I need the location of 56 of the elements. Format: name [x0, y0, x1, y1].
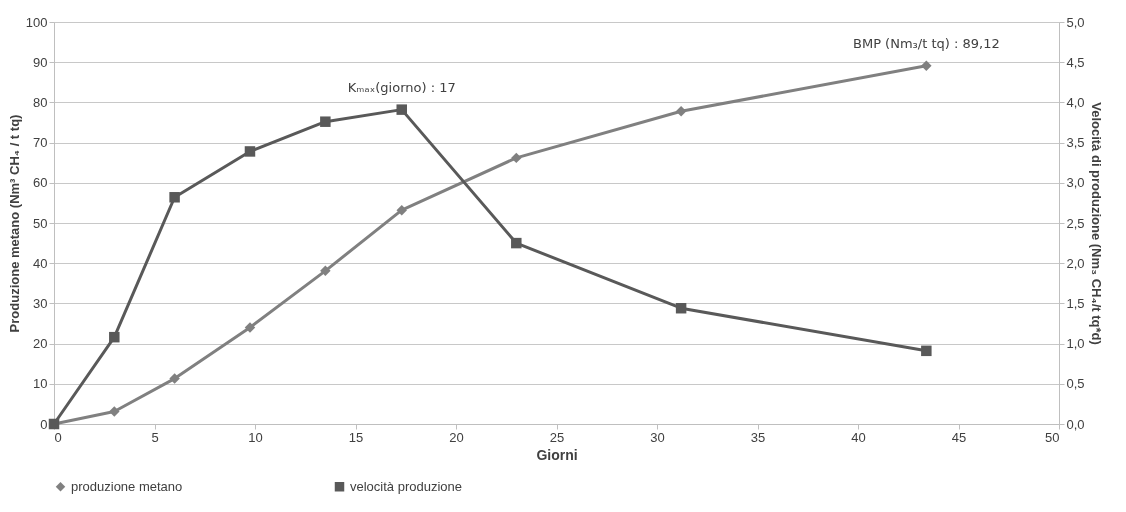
point — [169, 373, 180, 384]
y-tick-label: 90 — [33, 54, 48, 70]
y-tick-label: 0 — [40, 416, 48, 432]
legend-label: produzione metano — [71, 478, 183, 494]
y2-tick-label: 3,5 — [1066, 135, 1085, 151]
point — [320, 265, 331, 277]
y-tick-label: 30 — [33, 295, 48, 311]
y-axis-title: Produzione metano (Nm³ CH₄ / t tq) — [6, 114, 22, 333]
x-tick-label: 25 — [549, 429, 565, 445]
y2-tick-label: 4,0 — [1066, 94, 1085, 110]
point — [109, 331, 120, 343]
y2-tick-label: 1,5 — [1066, 295, 1085, 311]
point — [320, 116, 331, 127]
y2-tick-label: 4,5 — [1066, 54, 1085, 70]
x-tick-label: 5 — [151, 429, 159, 445]
point — [921, 345, 932, 357]
point — [169, 192, 180, 203]
y-tick-label: 40 — [33, 255, 48, 271]
x-tick-label: 40 — [851, 429, 866, 445]
y2-tick-label: 0,0 — [1066, 416, 1085, 432]
x-tick-label: 20 — [449, 429, 464, 445]
y-tick-label: 100 — [25, 14, 48, 30]
point — [921, 60, 932, 71]
x-tick-label: 10 — [248, 429, 263, 445]
y2-tick-label: 2,0 — [1066, 255, 1085, 271]
point — [511, 152, 522, 164]
y2-tick-label: 1,0 — [1066, 336, 1085, 352]
y2-axis-title: Velocità di produzione (Nm₃ CH₄/t tq*d) — [1088, 102, 1104, 345]
y2-tick-label: 2,5 — [1066, 215, 1085, 231]
y-tick-label: 80 — [33, 94, 48, 110]
annotation: Kₘₐₓ(giorno) : 17 — [347, 79, 456, 95]
y2-tick-label: 5,0 — [1066, 14, 1085, 30]
x-tick-label: 0 — [54, 429, 62, 445]
y-tick-label: 60 — [33, 175, 48, 191]
x-tick-label: 50 — [1045, 429, 1060, 445]
legend-label: velocità produzione — [350, 478, 463, 494]
y2-tick-label: 0,5 — [1066, 376, 1085, 392]
x-tick-label: 15 — [348, 429, 364, 445]
point — [396, 204, 407, 216]
y-tick-label: 10 — [33, 376, 48, 392]
point — [675, 106, 687, 117]
y-tick-label: 70 — [33, 135, 48, 151]
x-tick-label: 35 — [750, 429, 766, 445]
x-tick-label: 45 — [951, 429, 967, 445]
x-axis-title: Giorni — [536, 446, 578, 463]
point — [244, 322, 256, 333]
x-tick-label: 30 — [650, 429, 665, 445]
point — [511, 237, 522, 249]
point — [675, 302, 687, 314]
y-tick-label: 20 — [33, 336, 48, 352]
y2-tick-label: 3,0 — [1066, 175, 1085, 191]
point — [396, 104, 407, 115]
y-tick-label: 50 — [33, 215, 48, 231]
annotation: BMP (Nm₃/t tq) : 89,12 — [853, 35, 1000, 51]
point — [109, 406, 120, 417]
point — [244, 146, 256, 157]
